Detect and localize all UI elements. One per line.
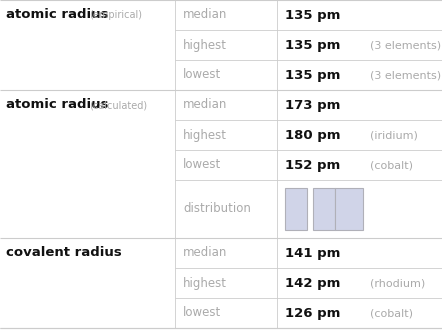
Text: 141 pm: 141 pm — [285, 247, 340, 259]
Text: (iridium): (iridium) — [370, 130, 418, 140]
Text: 135 pm: 135 pm — [285, 39, 340, 51]
Text: highest: highest — [183, 277, 227, 289]
Text: (cobalt): (cobalt) — [370, 308, 413, 318]
Text: atomic radius: atomic radius — [6, 98, 108, 112]
Text: median: median — [183, 98, 227, 112]
Text: 173 pm: 173 pm — [285, 98, 340, 112]
Text: atomic radius: atomic radius — [6, 9, 108, 21]
Text: 152 pm: 152 pm — [285, 158, 340, 172]
Text: (rhodium): (rhodium) — [370, 278, 425, 288]
Bar — [335, 188, 363, 230]
Text: median: median — [183, 247, 227, 259]
Text: highest: highest — [183, 128, 227, 142]
Bar — [313, 188, 335, 230]
Text: 126 pm: 126 pm — [285, 307, 340, 319]
Text: distribution: distribution — [183, 203, 251, 215]
Text: (calculated): (calculated) — [90, 100, 148, 110]
Bar — [285, 188, 307, 230]
Text: (empirical): (empirical) — [90, 10, 143, 20]
Text: (3 elements): (3 elements) — [370, 40, 441, 50]
Text: (cobalt): (cobalt) — [370, 160, 413, 170]
Text: median: median — [183, 9, 227, 21]
Text: 135 pm: 135 pm — [285, 9, 340, 21]
Text: 180 pm: 180 pm — [285, 128, 340, 142]
Text: 135 pm: 135 pm — [285, 69, 340, 82]
Text: covalent radius: covalent radius — [6, 247, 122, 259]
Text: lowest: lowest — [183, 158, 221, 172]
Text: lowest: lowest — [183, 307, 221, 319]
Text: lowest: lowest — [183, 69, 221, 82]
Text: (3 elements): (3 elements) — [370, 70, 441, 80]
Text: 142 pm: 142 pm — [285, 277, 340, 289]
Text: highest: highest — [183, 39, 227, 51]
